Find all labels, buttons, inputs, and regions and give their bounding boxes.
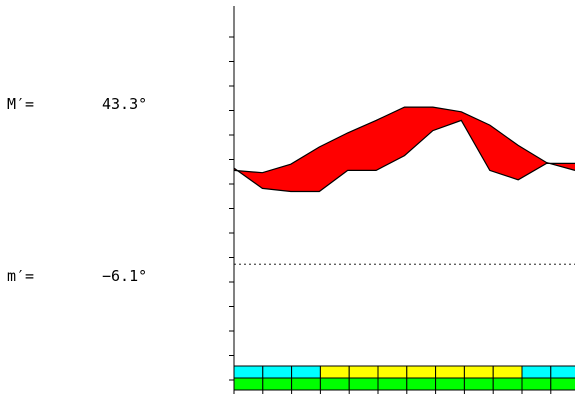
strip-cell	[463, 377, 494, 391]
season-cell	[291, 365, 321, 379]
lower-series-line	[233, 119, 575, 193]
season-cell	[492, 365, 523, 379]
strip-cell	[348, 377, 379, 391]
max-value: 43.3°	[102, 95, 148, 113]
strip-cell	[492, 377, 523, 391]
season-cell	[435, 365, 465, 379]
strip-cell	[291, 377, 321, 391]
season-cell	[550, 365, 575, 379]
strip-cell	[319, 377, 350, 391]
season-cell	[521, 365, 552, 379]
upper-series-line	[233, 106, 575, 174]
season-cell	[319, 365, 350, 379]
season-cell	[377, 365, 408, 379]
min-label: m′=	[7, 267, 35, 285]
season-cell	[463, 365, 494, 379]
strip-cell	[233, 377, 264, 391]
range-band	[234, 107, 575, 192]
strip-cell	[435, 377, 465, 391]
min-value: −6.1°	[102, 267, 148, 285]
strip-cell	[406, 377, 437, 391]
season-cell	[406, 365, 437, 379]
season-cell	[348, 365, 379, 379]
season-cell	[262, 365, 293, 379]
season-cell	[233, 365, 264, 379]
strip-cell	[262, 377, 293, 391]
strip-cell	[550, 377, 575, 391]
strip-cell	[521, 377, 552, 391]
max-label: M′=	[7, 95, 35, 113]
strip-cell	[377, 377, 408, 391]
